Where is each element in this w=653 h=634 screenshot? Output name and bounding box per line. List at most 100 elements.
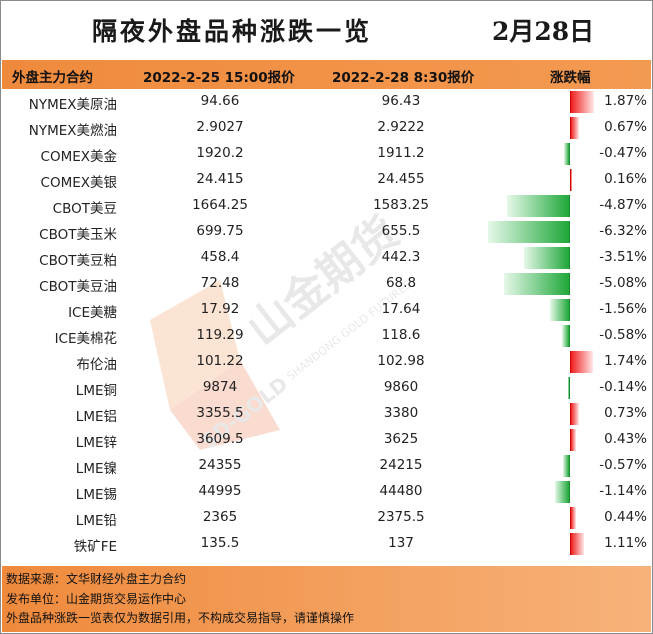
table-row: NYMEX美燃油 2.9027 2.9222 0.67%: [0, 115, 653, 141]
prev-quote: 101.22: [196, 353, 244, 369]
curr-quote: 2.9222: [377, 119, 425, 135]
footer-source: 数据来源：文华财经外盘主力合约: [6, 572, 187, 586]
change-bar-down: [524, 247, 570, 269]
prev-quote: 94.66: [200, 93, 240, 109]
page-title: 隔夜外盘品种涨跌一览: [92, 17, 373, 46]
curr-quote: 102.98: [377, 353, 425, 369]
change-percent: -6.32%: [599, 223, 647, 239]
table-row: LME锡 44995 44480 -1.14%: [0, 479, 653, 505]
contract-name: 铁矿FE: [73, 539, 117, 555]
change-bar-down: [549, 299, 570, 321]
curr-quote: 3380: [383, 405, 419, 421]
change-percent: -3.51%: [599, 249, 647, 265]
contract-name: LME铝: [75, 409, 117, 425]
change-bar-down: [562, 455, 570, 477]
change-percent: -5.08%: [599, 275, 647, 291]
table-row: ICE美棉花 119.29 118.6 -0.58%: [0, 323, 653, 349]
table-row: LME铝 3355.5 3380 0.73%: [0, 401, 653, 427]
contract-name: NYMEX美燃油: [28, 123, 117, 139]
curr-quote: 655.5: [381, 223, 421, 239]
change-bar-up: [570, 117, 579, 139]
change-percent: -0.57%: [599, 457, 647, 473]
prev-quote: 2.9027: [196, 119, 244, 135]
table-row: LME铅 2365 2375.5 0.44%: [0, 505, 653, 531]
table-row: LME锌 3609.5 3625 0.43%: [0, 427, 653, 453]
footer-publisher: 发布单位：山金期货交易运作中心: [6, 592, 187, 606]
contract-name: 布伦油: [76, 357, 118, 373]
curr-quote: 17.64: [381, 301, 421, 317]
change-percent: 0.43%: [604, 431, 647, 447]
prev-quote: 119.29: [196, 327, 244, 343]
footer-disclaimer: 外盘品种涨跌一览表仅为数据引用，不构成交易指导，请谨慎操作: [6, 611, 355, 625]
curr-quote: 9860: [383, 379, 419, 395]
curr-quote: 1911.2: [377, 145, 425, 161]
contract-name: COMEX美金: [40, 149, 117, 165]
change-percent: -0.47%: [599, 145, 647, 161]
table-row: CBOT美豆粕 458.4 442.3 -3.51%: [0, 245, 653, 271]
prev-quote: 1664.25: [192, 197, 248, 213]
change-percent: 0.16%: [604, 171, 647, 187]
footer: 数据来源：文华财经外盘主力合约 发布单位：山金期货交易运作中心 外盘品种涨跌一览…: [2, 566, 651, 632]
table-row: 铁矿FE 135.5 137 1.11%: [0, 531, 653, 557]
change-percent: 1.74%: [604, 353, 647, 369]
change-bar-up: [570, 91, 595, 113]
contract-name: CBOT美豆油: [39, 279, 117, 295]
prev-quote: 699.75: [196, 223, 244, 239]
change-bar-up: [570, 507, 576, 529]
table-row: LME镍 24355 24215 -0.57%: [0, 453, 653, 479]
contract-name: ICE美棉花: [54, 331, 117, 347]
contract-name: LME铅: [75, 513, 117, 529]
contract-name: COMEX美银: [40, 175, 117, 191]
change-percent: 1.87%: [604, 93, 647, 109]
prev-quote: 24.415: [196, 171, 244, 187]
change-bar-up: [570, 533, 585, 555]
contract-name: CBOT美豆: [52, 201, 117, 217]
change-bar-down: [555, 481, 570, 503]
change-percent: 0.73%: [604, 405, 647, 421]
table-row: ICE美糖 17.92 17.64 -1.56%: [0, 297, 653, 323]
change-bar-up: [570, 403, 580, 425]
prev-quote: 72.48: [200, 275, 240, 291]
prev-quote: 17.92: [200, 301, 240, 317]
contract-name: CBOT美玉米: [39, 227, 117, 243]
table-header: 外盘主力合约 2022-2-25 15:00报价 2022-2-28 8:30报…: [2, 60, 651, 89]
change-bar-down: [487, 221, 570, 243]
curr-quote: 2375.5: [377, 509, 425, 525]
prev-quote: 24355: [198, 457, 242, 473]
change-bar-down: [563, 143, 570, 165]
contract-name: LME锌: [75, 435, 117, 451]
contract-name: NYMEX美原油: [28, 97, 117, 113]
change-percent: -0.58%: [599, 327, 647, 343]
change-percent: 0.44%: [604, 509, 647, 525]
change-percent: -1.14%: [599, 483, 647, 499]
contract-name: LME铜: [75, 383, 117, 399]
prev-quote: 3609.5: [196, 431, 244, 447]
contract-name: ICE美糖: [68, 305, 117, 321]
change-bar-down: [506, 195, 570, 217]
curr-quote: 96.43: [381, 93, 421, 109]
header-prev-quote: 2022-2-25 15:00报价: [143, 70, 295, 86]
contract-name: CBOT美豆粕: [39, 253, 117, 269]
change-bar-down: [562, 325, 570, 347]
curr-quote: 1583.25: [373, 197, 429, 213]
contract-name: LME锡: [75, 487, 117, 503]
report-date: 2月28日: [492, 17, 595, 46]
change-bar-up: [570, 169, 573, 191]
change-bar-down: [568, 377, 570, 399]
curr-quote: 3625: [383, 431, 419, 447]
curr-quote: 118.6: [381, 327, 421, 343]
table-row: LME铜 9874 9860 -0.14%: [0, 375, 653, 401]
title-bar: 隔夜外盘品种涨跌一览 2月28日: [0, 0, 653, 60]
header-change: 涨跌幅: [550, 70, 591, 86]
curr-quote: 24.455: [377, 171, 425, 187]
curr-quote: 68.8: [385, 275, 417, 291]
change-bar-up: [570, 429, 576, 451]
curr-quote: 137: [388, 535, 414, 551]
change-percent: -0.14%: [599, 379, 647, 395]
table-row: CBOT美豆油 72.48 68.8 -5.08%: [0, 271, 653, 297]
header-contract: 外盘主力合约: [12, 70, 93, 86]
table-row: CBOT美玉米 699.75 655.5 -6.32%: [0, 219, 653, 245]
change-percent: -4.87%: [599, 197, 647, 213]
table-row: CBOT美豆 1664.25 1583.25 -4.87%: [0, 193, 653, 219]
prev-quote: 1920.2: [196, 145, 244, 161]
